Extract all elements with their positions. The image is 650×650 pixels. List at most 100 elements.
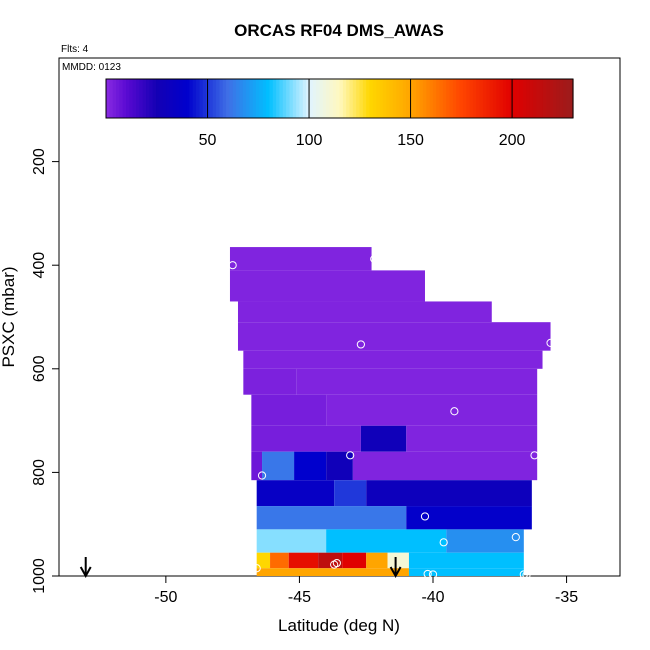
colorbar-swatch (242, 79, 247, 118)
colorbar-swatch (302, 79, 307, 118)
colorbar-swatch (279, 79, 284, 118)
colorbar-swatch (212, 79, 217, 118)
colorbar-swatch (539, 79, 544, 118)
heatmap-cell (296, 368, 538, 395)
heatmap-cell (366, 552, 388, 569)
colorbar-swatch (529, 79, 534, 118)
colorbar-swatch (392, 79, 397, 118)
colorbar-swatch (442, 79, 447, 118)
colorbar-swatch (106, 79, 110, 118)
y-tick-label: 200 (31, 148, 48, 175)
colorbar-swatch (359, 79, 364, 118)
takeoff-landing-markers (79, 557, 402, 579)
colorbar-swatch (556, 79, 561, 118)
colorbar-swatch (489, 79, 494, 118)
colorbar-swatch (262, 79, 267, 118)
sample-point (252, 564, 261, 573)
y-tick-label: 600 (31, 355, 48, 382)
colorbar-swatch (386, 79, 391, 118)
sample-point (511, 533, 520, 542)
heatmap-cell (408, 552, 524, 569)
colorbar-swatch (402, 79, 407, 118)
heatmap-cell (256, 480, 335, 507)
colorbar-swatch (199, 79, 204, 118)
colorbar-swatch (466, 79, 471, 118)
colorbar-swatch (326, 79, 331, 118)
colorbar-swatch (449, 79, 454, 118)
colorbar-swatch (209, 79, 214, 118)
colorbar-tick-label: 150 (397, 132, 424, 149)
colorbar-swatch (162, 79, 167, 118)
colorbar-swatch (336, 79, 341, 118)
colorbar-swatch (192, 79, 197, 118)
sample-point (228, 261, 237, 270)
x-tick-label: -40 (421, 589, 444, 606)
colorbar-swatch (399, 79, 404, 118)
colorbar-swatch (156, 79, 160, 118)
colorbar-swatch (379, 79, 384, 118)
colorbar-swatch (169, 79, 174, 118)
heatmap-cell (446, 529, 524, 553)
colorbar-swatch (282, 79, 287, 118)
colorbar-swatch (486, 79, 491, 118)
colorbar-swatch (122, 79, 127, 118)
colorbar-swatch (246, 79, 251, 118)
heatmap-cell (318, 552, 343, 569)
heatmap-cell (251, 425, 361, 452)
heatmap-cell (352, 451, 538, 481)
colorbar-swatch (439, 79, 444, 118)
colorbar-swatch (369, 79, 374, 118)
colorbar-swatch (196, 79, 200, 118)
heatmap-cell (229, 270, 425, 302)
colorbar-swatch (469, 79, 474, 118)
heatmap-cell (406, 425, 538, 452)
colorbar: 50 100 150 200 (105, 78, 574, 149)
colorbar-swatch (492, 79, 497, 118)
colorbar-swatch (536, 79, 541, 118)
colorbar-swatch (559, 79, 564, 118)
colorbar-swatch (479, 79, 484, 118)
heatmap-cell (326, 394, 538, 426)
colorbar-swatch (292, 79, 297, 118)
colorbar-swatch (316, 79, 321, 118)
colorbar-swatch (329, 79, 334, 118)
colorbar-swatch (249, 79, 254, 118)
colorbar-swatch (322, 79, 327, 118)
sample-point (522, 570, 531, 580)
y-axis-label: PSXC (mbar) (0, 266, 18, 367)
colorbar-swatch (226, 79, 231, 118)
colorbar-swatch (569, 79, 574, 118)
colorbar-border (105, 78, 574, 119)
sample-point (370, 254, 379, 264)
colorbar-swatch (542, 79, 547, 118)
heatmap-cell (262, 451, 295, 481)
colorbar-swatch (256, 79, 261, 118)
colorbar-swatch (289, 79, 294, 118)
colorbar-swatch (159, 79, 164, 118)
colorbar-swatch (382, 79, 387, 118)
colorbar-swatch (139, 79, 144, 118)
sample-point (257, 471, 267, 480)
colorbar-swatch (189, 79, 194, 118)
heatmap-cell (229, 247, 372, 271)
arrow-marker-head (79, 566, 92, 579)
colorbar-swatch (202, 79, 207, 118)
colorbar-swatch (519, 79, 524, 118)
colorbar-swatch (432, 79, 437, 118)
heatmap-cell (251, 394, 327, 426)
y-tick-label: 1000 (31, 558, 48, 594)
colorbar-swatch (522, 79, 527, 118)
colorbar-swatch (296, 79, 301, 118)
colorbar-swatch (372, 79, 377, 118)
chart-title: ORCAS RF04 DMS_AWAS (234, 21, 444, 40)
colorbar-swatch (312, 79, 317, 118)
heatmap-cell (387, 552, 409, 569)
colorbar-swatch (412, 79, 417, 118)
colorbar-swatch (459, 79, 464, 118)
colorbar-swatch (566, 79, 571, 118)
colorbar-swatch (119, 79, 124, 118)
colorbar-swatch (409, 79, 414, 118)
colorbar-swatch (472, 79, 477, 118)
colorbar-swatch (332, 79, 337, 118)
